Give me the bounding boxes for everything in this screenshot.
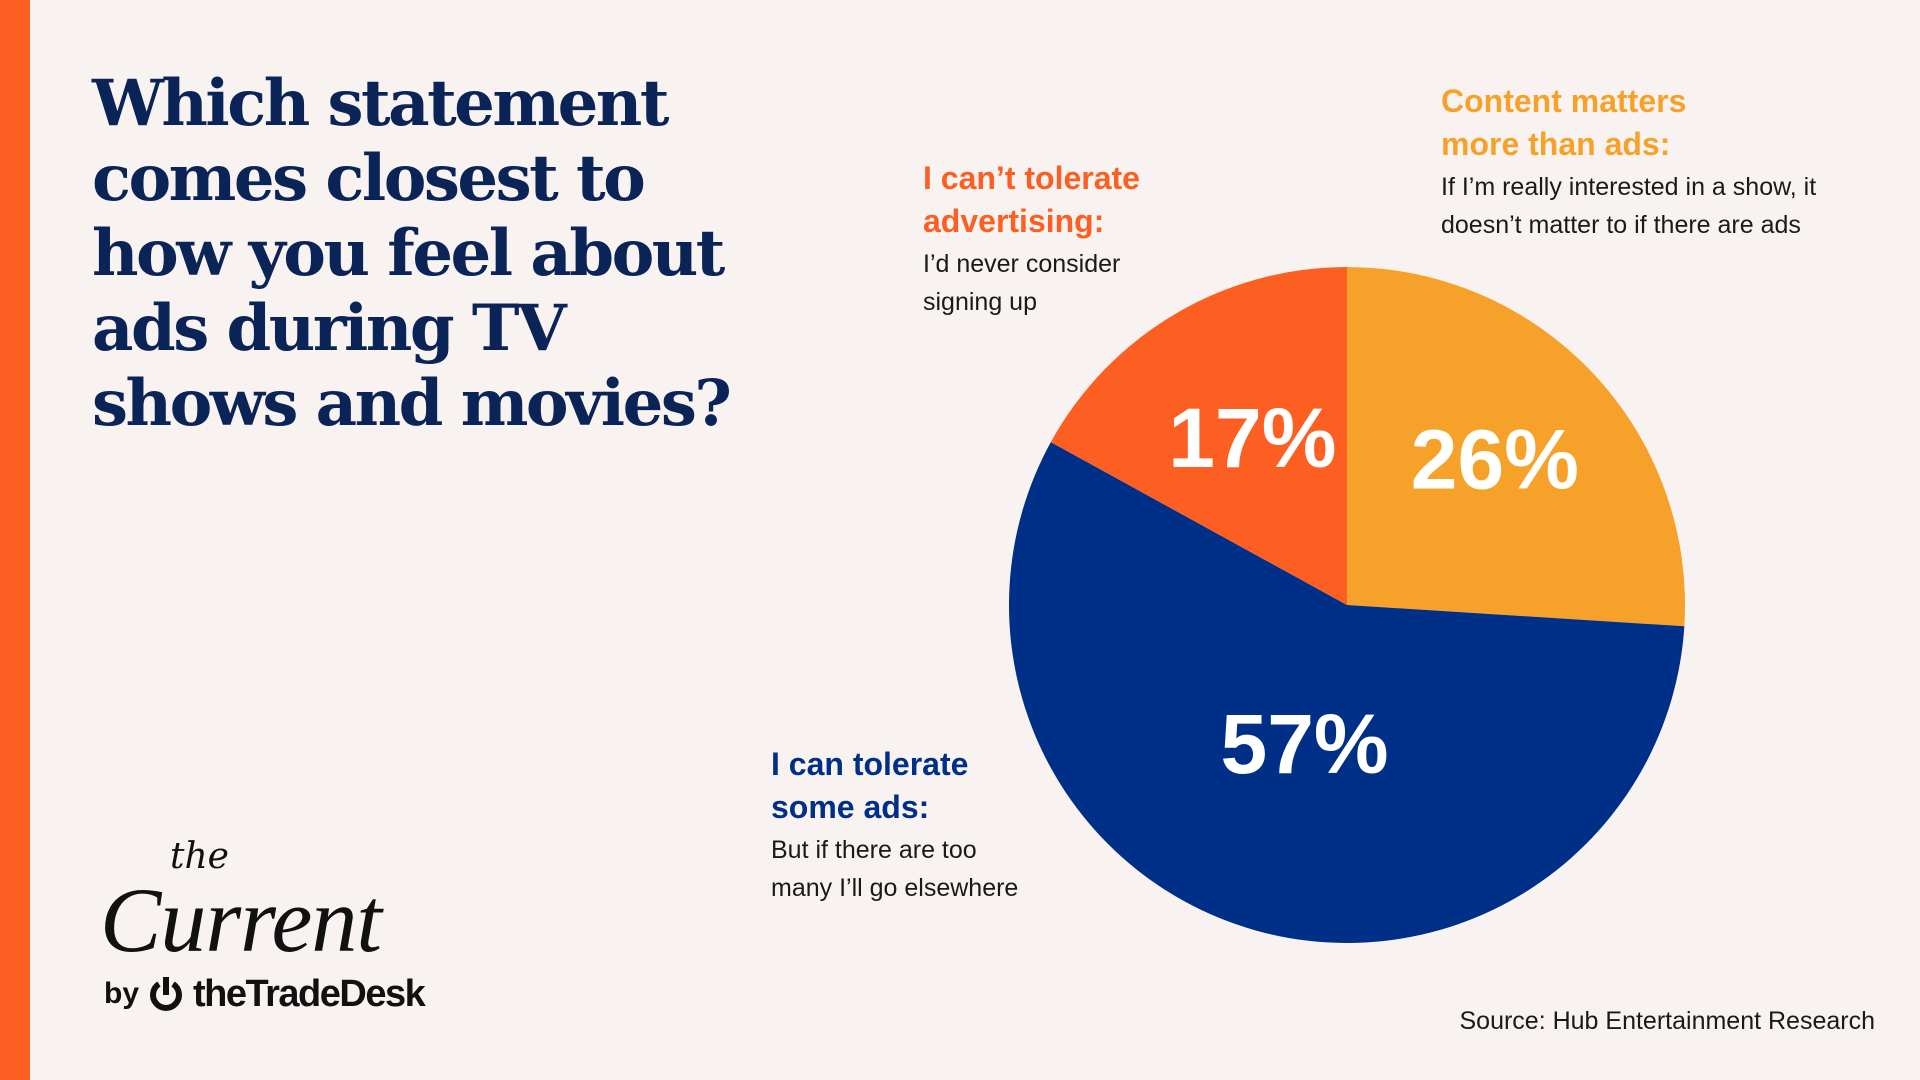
label-body: I’d never consider [923, 250, 1121, 278]
pie-slice [1050, 267, 1347, 605]
logo-current: Current [100, 869, 382, 971]
label-heading: Content matters [1441, 83, 1687, 119]
label-heading: some ads: [771, 789, 930, 825]
slice-value-label: 17% [1168, 391, 1336, 485]
label-body: If I’m really interested in a show, it [1441, 173, 1817, 201]
power-icon [150, 977, 182, 1011]
label-heading: I can’t tolerate [923, 160, 1140, 196]
logo-by: by [104, 977, 140, 1010]
label-body: many I’ll go elsewhere [771, 874, 1019, 902]
label-heading: more than ads: [1441, 126, 1671, 162]
slice-value-label: 57% [1221, 697, 1389, 791]
label-content-matters: Content matters more than ads: If I’m rea… [1441, 80, 1816, 244]
chart-title: Which statement comes closest to how you… [92, 66, 732, 441]
slice-value-label: 26% [1411, 412, 1579, 506]
the-current-logo: the Current by theTradeDesk [100, 838, 460, 1038]
label-body: signing up [923, 288, 1037, 316]
label-heading: advertising: [923, 203, 1105, 239]
label-body: But if there are too [771, 836, 977, 864]
pie-slice [1347, 267, 1685, 627]
accent-stripe [0, 0, 30, 1080]
logo-thetradedesk: theTradeDesk [193, 972, 426, 1015]
label-cant-tolerate: I can’t tolerate advertising: I’d never c… [923, 157, 1140, 321]
label-body: doesn’t matter to if there are ads [1441, 211, 1801, 239]
logo-the: the [170, 836, 229, 877]
label-can-tolerate: I can tolerate some ads: But if there are… [771, 743, 1018, 907]
label-heading: I can tolerate [771, 746, 969, 782]
pie-slice [1008, 442, 1685, 943]
source-note: Source: Hub Entertainment Research [1459, 1007, 1876, 1035]
